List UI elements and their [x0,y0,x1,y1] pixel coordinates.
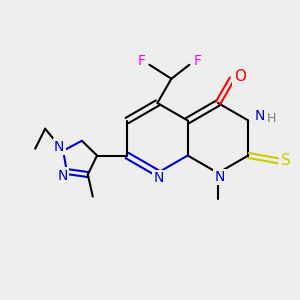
Text: N: N [215,170,225,184]
Text: H: H [267,112,276,125]
Text: N: N [153,171,164,185]
Text: N: N [255,109,266,122]
Text: N: N [54,140,64,154]
Text: O: O [234,69,246,84]
Text: N: N [58,169,68,183]
Text: F: F [194,54,201,68]
Text: F: F [137,54,146,68]
Text: S: S [281,153,291,168]
